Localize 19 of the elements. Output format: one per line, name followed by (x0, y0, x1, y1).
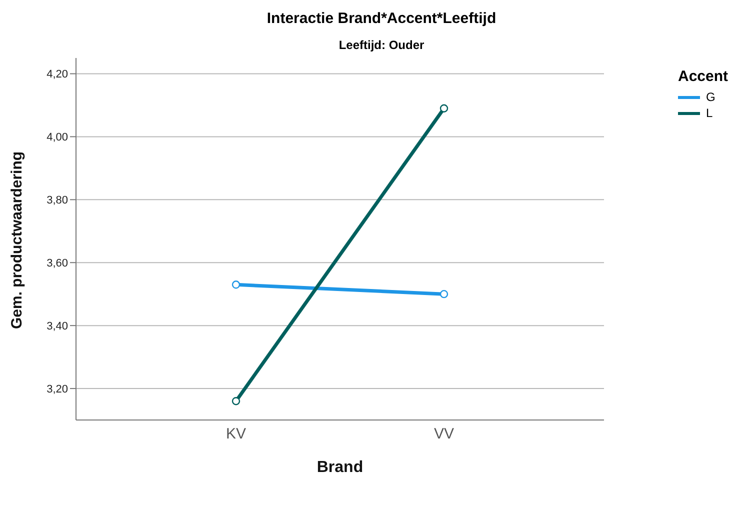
y-tick-label: 3,40 (46, 320, 68, 332)
chart-title: Interactie Brand*Accent*Leeftijd (266, 10, 498, 27)
point (232, 280, 240, 289)
chart-subtitle: Leeftijd: Ouder (338, 38, 426, 52)
legend-label: L (706, 105, 713, 121)
legend-label: G (706, 89, 716, 105)
y-tick-label: 4,20 (46, 68, 68, 81)
x-axis-title: Brand (316, 459, 364, 476)
y-tick-label: 3,20 (46, 383, 68, 396)
x-tick-label: VV (434, 426, 454, 443)
point (232, 397, 240, 406)
legend-title: Accent (678, 68, 730, 85)
point (440, 104, 448, 112)
y-tick-label: 3,60 (46, 258, 68, 270)
y-tick-label: 4,00 (46, 132, 68, 144)
y-tick-label: 3,80 (46, 194, 68, 207)
y-axis-title: Gem. productwaardering (8, 151, 26, 329)
x-tick-label: KV (226, 426, 246, 443)
point (440, 290, 448, 298)
